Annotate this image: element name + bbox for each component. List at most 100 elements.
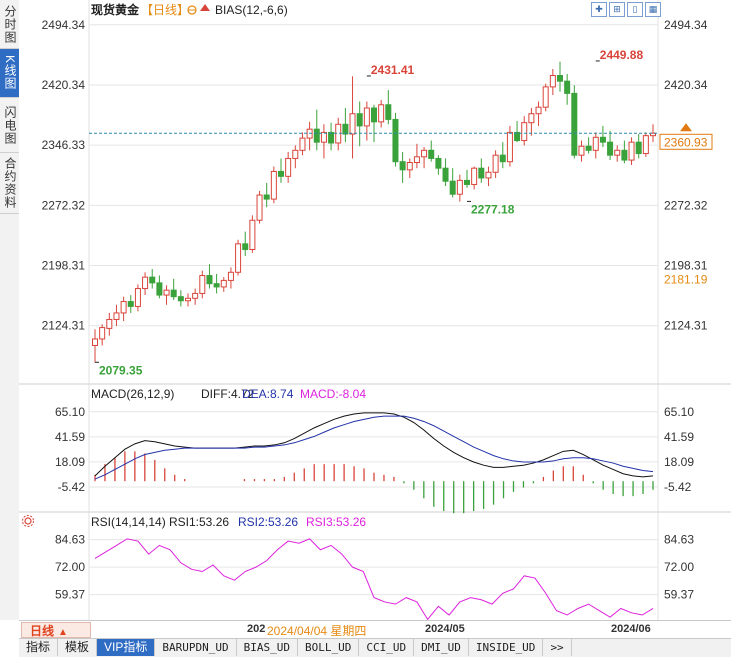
macd-axis-left: 65.10 41.59 18.09 -5.42 xyxy=(55,405,85,494)
candle-up xyxy=(227,271,234,281)
candle-up xyxy=(99,327,106,340)
candle-down xyxy=(385,104,392,120)
candle-up xyxy=(492,154,499,173)
svg-text:2277.18: 2277.18 xyxy=(471,202,515,216)
tab-bias[interactable]: BIAS_UD xyxy=(237,639,298,656)
candle-down xyxy=(435,157,442,169)
candle-down xyxy=(206,275,213,285)
candle-down xyxy=(170,289,177,298)
candle-up xyxy=(506,131,513,163)
period-select-button[interactable]: 日线 ▲ xyxy=(21,622,91,638)
price-tick-label: 2494.34 xyxy=(42,18,86,32)
sidebar-tab-contract-info[interactable]: 合约资料 xyxy=(0,153,19,214)
candle-up xyxy=(220,279,227,288)
settings-icon[interactable] xyxy=(187,5,197,15)
bookmark-icon[interactable]: ▯ xyxy=(627,2,643,17)
candle-down xyxy=(463,179,471,185)
candle-up xyxy=(542,86,549,108)
price-tick-label: 2198.31 xyxy=(42,259,86,273)
price-tick-label: 2420.34 xyxy=(42,78,86,92)
rsi-line xyxy=(94,538,654,620)
price-tick-label: 2346.33 xyxy=(42,138,86,152)
candle-up xyxy=(192,292,199,299)
rsi-tick-label: 72.00 xyxy=(55,560,85,574)
rsi-tick-label: 84.63 xyxy=(55,533,85,547)
rsi-tick-label: 59.37 xyxy=(664,588,694,602)
tab-barupdn[interactable]: BARUPDN_UD xyxy=(155,639,237,656)
candle-down xyxy=(428,149,435,159)
candle-down xyxy=(392,118,399,163)
candle-up xyxy=(113,312,120,320)
rsi-tick-label: 84.63 xyxy=(664,533,694,547)
candle-up xyxy=(199,275,206,294)
dea-line xyxy=(94,415,654,480)
candle-down xyxy=(585,145,592,151)
candle-up xyxy=(456,179,463,195)
rsi-tick-label: 59.37 xyxy=(55,588,85,602)
zoom-in-icon[interactable]: ⊞ xyxy=(609,2,625,17)
candle-down xyxy=(607,141,614,156)
svg-text:2449.88: 2449.88 xyxy=(600,48,644,62)
period-button-label: 日线 xyxy=(30,624,55,638)
tab-vip-indicators[interactable]: VIP指标 xyxy=(97,639,156,656)
candle-up xyxy=(549,74,556,88)
price-tick-label: 2420.34 xyxy=(664,78,708,92)
candle-down xyxy=(277,170,285,177)
marker-price-label: 2181.19 xyxy=(664,272,708,286)
rsi-gear-icon[interactable] xyxy=(22,515,34,527)
candle-up xyxy=(642,135,649,155)
period-label: 【日线】 xyxy=(141,3,189,17)
sidebar-tab-flash[interactable]: 闪电图 xyxy=(0,98,19,153)
more-tabs-button[interactable]: >> xyxy=(543,639,572,656)
rsi2-label: RSI2:53.26 xyxy=(238,515,298,529)
time-axis-label-partial: 202 xyxy=(247,623,266,635)
candle-down xyxy=(328,131,335,144)
candle-up xyxy=(320,131,327,143)
candle-down xyxy=(399,161,406,171)
candle-up xyxy=(421,149,428,158)
svg-text:2431.41: 2431.41 xyxy=(371,63,415,77)
candle-down xyxy=(370,107,378,123)
candle-down xyxy=(442,167,449,182)
low-annotation-1: 2079.35 xyxy=(95,361,143,377)
sidebar-tab-kline[interactable]: K线图 xyxy=(0,49,19,98)
candle-down xyxy=(556,74,564,82)
macd-diff-label: DIFF:4.72 xyxy=(201,387,255,401)
candle-down xyxy=(263,194,270,200)
tab-dmi[interactable]: DMI_UD xyxy=(414,639,469,656)
candle-up xyxy=(249,219,256,251)
candle-up xyxy=(120,301,127,314)
layout-icon[interactable]: ▦ xyxy=(645,2,661,17)
tab-templates[interactable]: 模板 xyxy=(58,639,98,656)
candle-down xyxy=(213,283,220,288)
candle-up xyxy=(521,122,528,142)
macd-histogram xyxy=(94,451,654,514)
price-tick-label: 2494.34 xyxy=(664,18,708,32)
candle-up xyxy=(134,288,141,307)
candle-down xyxy=(156,282,163,296)
current-price-box xyxy=(659,133,713,150)
crosshair-icon[interactable]: ✚ xyxy=(591,2,607,17)
candle-up xyxy=(628,141,635,161)
macd-title: MACD(26,12,9) xyxy=(91,387,174,401)
candle-up xyxy=(270,170,277,200)
candle-down xyxy=(449,180,456,195)
tab-inside[interactable]: INSIDE_UD xyxy=(469,639,544,656)
tab-indicators[interactable]: 指标 xyxy=(19,639,59,656)
candle-up xyxy=(142,276,149,290)
candle-down xyxy=(621,149,628,161)
price-tick-label: 2272.32 xyxy=(664,198,708,212)
alert-triangle-icon[interactable] xyxy=(200,4,210,11)
candle-up xyxy=(363,107,370,127)
candle-up xyxy=(528,113,535,124)
price-tick-label: 2124.31 xyxy=(664,319,708,333)
tab-cci[interactable]: CCI_UD xyxy=(359,639,415,656)
candle-up xyxy=(235,243,242,273)
candle-up xyxy=(184,297,192,302)
tab-boll[interactable]: BOLL_UD xyxy=(298,639,360,656)
chart-area[interactable]: 现货黄金 【日线】 BIAS(12,-6,6) 2494.34 2420.34 23… xyxy=(19,0,731,620)
sidebar-tab-timeshare[interactable]: 分时图 xyxy=(0,0,19,49)
high-annotation-1: 2431.41 xyxy=(366,63,415,77)
rsi3-label: RSI3:53.26 xyxy=(306,515,366,529)
candle-up xyxy=(163,289,170,296)
